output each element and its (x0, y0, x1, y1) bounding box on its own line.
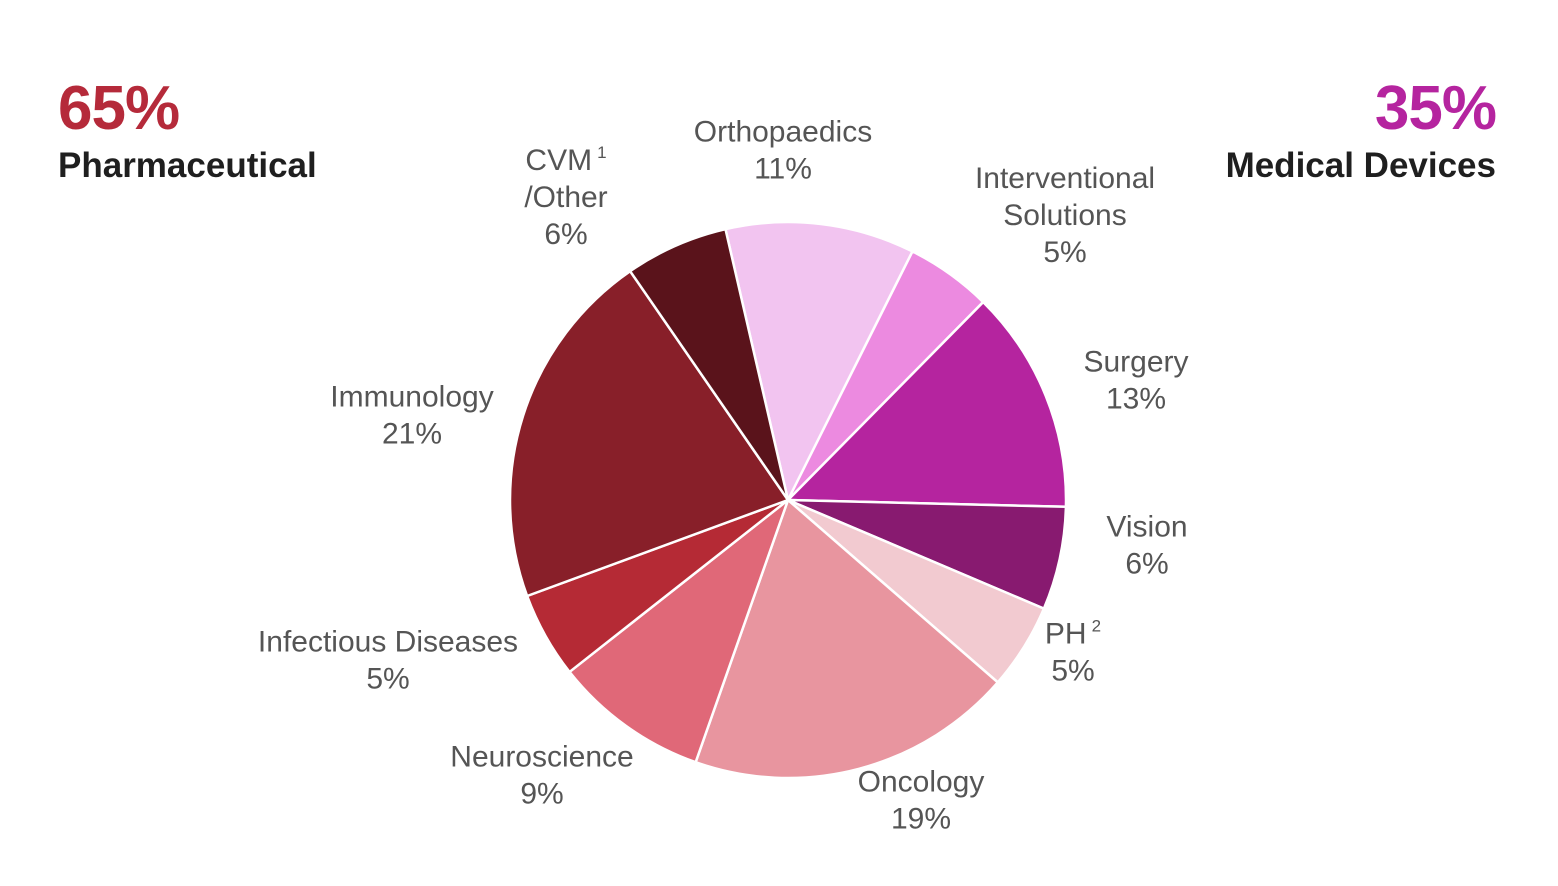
slice-label-cvm: CVM 1/Other 6% (524, 143, 607, 251)
slice-label-orthopaedics: Orthopaedics 11% (694, 116, 872, 186)
medical-devices-percent: 35% (1374, 74, 1497, 143)
slice-label-infectious-diseases: Infectious Diseases 5% (258, 626, 518, 696)
slice-label-interventional-solutions: Interventional Solutions 5% (975, 162, 1155, 269)
slice-label-oncology: Oncology 19% (858, 766, 985, 836)
medical-devices-summary: 35% Medical Devices (1225, 74, 1497, 186)
pie-slice-surgery (786, 300, 1068, 509)
pie-slice-neuroscience (568, 498, 790, 764)
pie-labels: Orthopaedics 11% Interventional Solutions 5%… (258, 116, 1189, 836)
pharmaceutical-label: Pharmaceutical (58, 146, 317, 185)
pie-slices (508, 220, 1068, 780)
pharmaceutical-summary: 65% Pharmaceutical (58, 78, 317, 186)
pie-slice-oncology (694, 498, 1000, 780)
pie-slice-cvm (628, 227, 790, 502)
slice-label-immunology: Immunology 21% (330, 381, 493, 451)
medical-devices-label: Medical Devices (1225, 146, 1496, 185)
slice-label-neuroscience: Neuroscience 9% (450, 741, 633, 811)
slice-label-vision: Vision 6% (1106, 511, 1187, 581)
pie-slice-immunology (508, 269, 790, 598)
slice-label-surgery: Surgery 13% (1083, 346, 1188, 416)
slice-label-ph: PH 2 5% (1045, 617, 1101, 688)
pharmaceutical-percent: 65% (58, 74, 180, 143)
